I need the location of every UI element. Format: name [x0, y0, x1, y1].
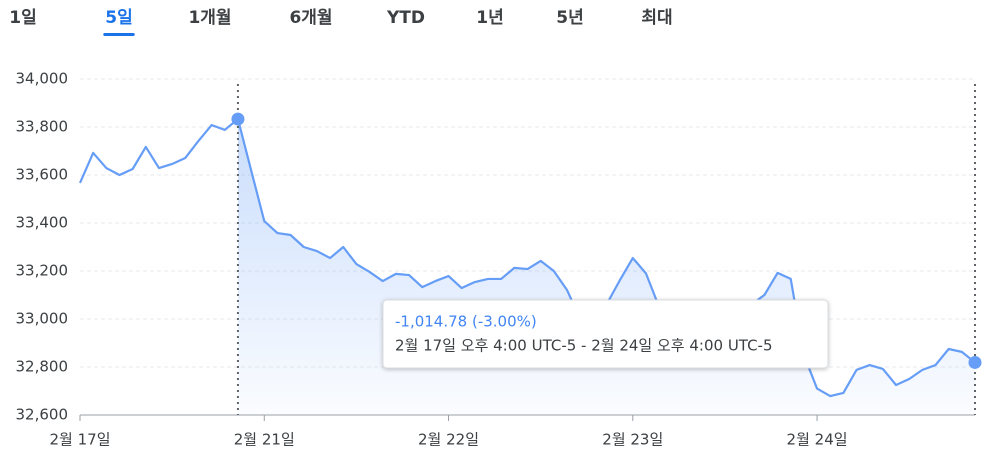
- x-tick-label: 2월 24일: [787, 431, 848, 449]
- tooltip: -1,014.78 (-3.00%) 2월 17일 오후 4:00 UTC-5 …: [382, 299, 829, 369]
- tooltip-box: [382, 299, 829, 369]
- x-tick-label: 2월 23일: [602, 431, 663, 449]
- x-tick-label: 2월 21일: [234, 431, 295, 449]
- tooltip-change: -1,014.78 (-3.00%): [395, 313, 537, 331]
- tab-underline: [103, 33, 135, 36]
- range-tab[interactable]: 6개월: [289, 8, 332, 28]
- y-tick-label: 33,400: [16, 214, 69, 232]
- range-tab[interactable]: 1개월: [188, 8, 231, 28]
- y-tick-label: 32,600: [16, 406, 69, 424]
- range-tab[interactable]: 최대: [641, 8, 672, 28]
- y-tick-label: 33,600: [16, 166, 69, 184]
- selection-area: [237, 119, 976, 415]
- x-tick-label: 2월 17일: [50, 431, 111, 449]
- y-tick-label: 33,000: [16, 310, 69, 328]
- x-tick-label: 2월 22일: [418, 431, 479, 449]
- range-tab[interactable]: 1일: [9, 8, 36, 28]
- tooltip-range: 2월 17일 오후 4:00 UTC-5 - 2월 24일 오후 4:00 UT…: [395, 337, 773, 355]
- y-tick-label: 33,200: [16, 262, 69, 280]
- y-tick-label: 32,800: [16, 358, 69, 376]
- plot: 32,600 32,800 33,000 33,200 33,400 33,600 33,8…: [16, 70, 982, 449]
- range-tabs: 1일 5일 1개월 6개월 YTD 1년 5년 최대: [9, 8, 673, 36]
- y-tick-label: 33,800: [16, 118, 69, 136]
- price-line: [78, 117, 976, 398]
- range-tab[interactable]: 1년: [476, 8, 503, 28]
- range-tab[interactable]: 5일: [105, 8, 132, 28]
- range-tab[interactable]: YTD: [386, 8, 425, 28]
- range-tab[interactable]: 5년: [556, 8, 583, 28]
- selection-point: [968, 355, 982, 369]
- y-tick-label: 34,000: [16, 70, 69, 88]
- selection-point: [231, 112, 245, 126]
